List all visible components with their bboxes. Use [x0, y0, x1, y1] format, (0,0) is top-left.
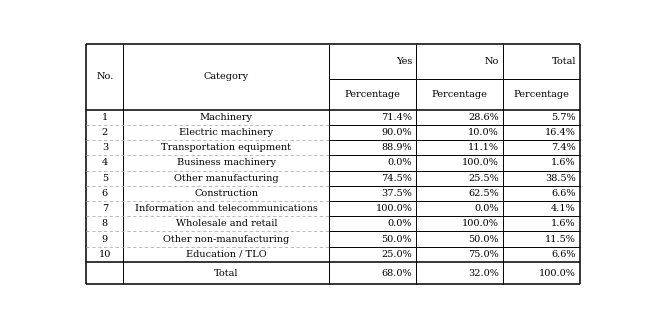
- Text: 4: 4: [102, 159, 108, 167]
- Text: 90.0%: 90.0%: [382, 128, 412, 137]
- Text: 50.0%: 50.0%: [469, 235, 499, 243]
- Text: 50.0%: 50.0%: [382, 235, 412, 243]
- Text: 25.5%: 25.5%: [468, 174, 499, 183]
- Text: 11.5%: 11.5%: [545, 235, 576, 243]
- Text: 0.0%: 0.0%: [474, 204, 499, 213]
- Text: Business machinery: Business machinery: [177, 159, 276, 167]
- Text: 4.1%: 4.1%: [551, 204, 576, 213]
- Text: No: No: [485, 57, 499, 66]
- Text: 25.0%: 25.0%: [382, 250, 412, 259]
- Text: 71.4%: 71.4%: [381, 113, 412, 122]
- Text: 1.6%: 1.6%: [551, 159, 576, 167]
- Text: 62.5%: 62.5%: [468, 189, 499, 198]
- Text: 1: 1: [102, 113, 108, 122]
- Text: 11.1%: 11.1%: [468, 143, 499, 152]
- Text: Category: Category: [204, 72, 249, 81]
- Text: 5.7%: 5.7%: [551, 113, 576, 122]
- Text: Information and telecommunications: Information and telecommunications: [135, 204, 318, 213]
- Text: No.: No.: [96, 72, 114, 81]
- Text: Percentage: Percentage: [514, 90, 569, 99]
- Text: 16.4%: 16.4%: [545, 128, 576, 137]
- Text: 2: 2: [102, 128, 108, 137]
- Text: 6: 6: [102, 189, 108, 198]
- Text: 75.0%: 75.0%: [468, 250, 499, 259]
- Text: Other non-manufacturing: Other non-manufacturing: [163, 235, 290, 243]
- Text: Construction: Construction: [194, 189, 259, 198]
- Text: 38.5%: 38.5%: [545, 174, 576, 183]
- Text: 7: 7: [102, 204, 108, 213]
- Text: Total: Total: [551, 57, 576, 66]
- Text: Education / TLO: Education / TLO: [186, 250, 266, 259]
- Text: 8: 8: [102, 219, 108, 228]
- Text: 10: 10: [99, 250, 111, 259]
- Text: 5: 5: [102, 174, 108, 183]
- Text: Other manufacturing: Other manufacturing: [174, 174, 279, 183]
- Text: 74.5%: 74.5%: [382, 174, 412, 183]
- Text: 0.0%: 0.0%: [387, 219, 412, 228]
- Text: 100.0%: 100.0%: [539, 268, 576, 278]
- Text: 32.0%: 32.0%: [468, 268, 499, 278]
- Text: Percentage: Percentage: [432, 90, 488, 99]
- Text: Wholesale and retail: Wholesale and retail: [176, 219, 277, 228]
- Text: Total: Total: [214, 268, 239, 278]
- Text: 28.6%: 28.6%: [468, 113, 499, 122]
- Text: 10.0%: 10.0%: [468, 128, 499, 137]
- Text: 68.0%: 68.0%: [382, 268, 412, 278]
- Text: Electric machinery: Electric machinery: [179, 128, 274, 137]
- Text: 6.6%: 6.6%: [551, 189, 576, 198]
- Text: 7.4%: 7.4%: [551, 143, 576, 152]
- Text: 9: 9: [102, 235, 108, 243]
- Text: Machinery: Machinery: [200, 113, 253, 122]
- Text: 100.0%: 100.0%: [462, 219, 499, 228]
- Text: 100.0%: 100.0%: [462, 159, 499, 167]
- Text: Transportation equipment: Transportation equipment: [161, 143, 291, 152]
- Text: Yes: Yes: [396, 57, 412, 66]
- Text: 6.6%: 6.6%: [551, 250, 576, 259]
- Text: 88.9%: 88.9%: [382, 143, 412, 152]
- Text: 0.0%: 0.0%: [387, 159, 412, 167]
- Text: Percentage: Percentage: [345, 90, 401, 99]
- Text: 1.6%: 1.6%: [551, 219, 576, 228]
- Text: 37.5%: 37.5%: [382, 189, 412, 198]
- Text: 100.0%: 100.0%: [375, 204, 412, 213]
- Text: 3: 3: [102, 143, 108, 152]
